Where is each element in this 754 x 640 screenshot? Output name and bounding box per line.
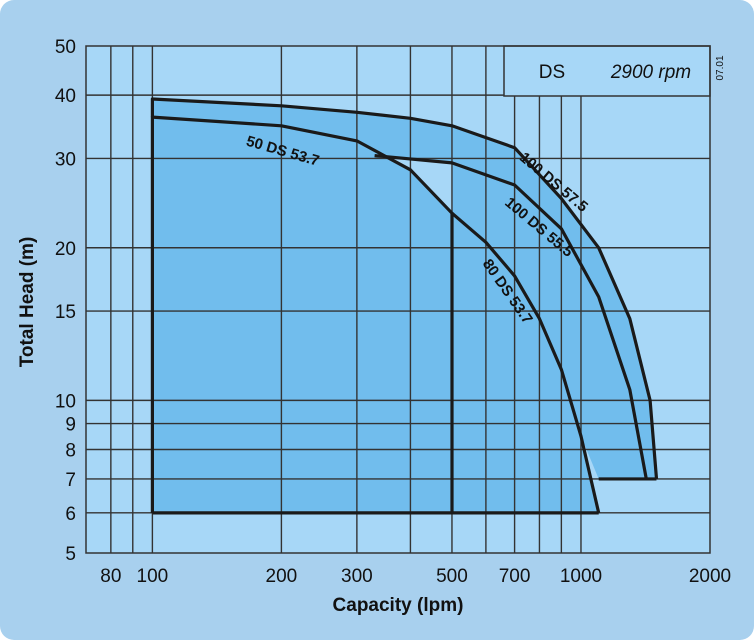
legend-box-bg — [503, 45, 711, 97]
curve-100-ds-55-5 — [374, 154, 648, 480]
y-tick-labels: 5 6 7 8 9 10 15 20 30 40 50 — [55, 37, 76, 565]
curve-80-ds-53-7 — [450, 211, 601, 514]
x-tick-label-1000: 1000 — [560, 566, 602, 587]
y-tick-label-20: 20 — [55, 239, 76, 260]
x-tick-label-700: 700 — [499, 566, 531, 587]
y-tick-label-10: 10 — [55, 391, 76, 412]
region-50-ds-53-7 — [152, 117, 452, 513]
x-tick-labels: 80 100 200 300 500 700 1000 2000 — [100, 566, 731, 587]
x-tick-label-200: 200 — [266, 566, 298, 587]
plot-frame — [85, 45, 711, 554]
y-tick-label-50: 50 — [55, 37, 76, 58]
legend-series: DS — [539, 62, 565, 83]
legend-speed: 2900 rpm — [610, 62, 691, 83]
performance-curves — [150, 97, 659, 515]
y-tick-label-7: 7 — [65, 470, 76, 491]
y-tick-label-30: 30 — [55, 149, 76, 170]
x-tick-label-2000: 2000 — [689, 566, 731, 587]
region-100-ds-band — [152, 99, 657, 479]
y-tick-label-9: 9 — [65, 415, 76, 436]
y-tick-label-40: 40 — [55, 86, 76, 107]
legend-box: DS 2900 rpm — [503, 45, 711, 97]
y-tick-label-5: 5 — [65, 544, 76, 565]
y-tick-label-6: 6 — [65, 504, 76, 525]
curve-100-ds-57-5 — [150, 97, 659, 480]
y-axis-title: Total Head (m) — [17, 237, 38, 368]
x-tick-label-80: 80 — [100, 566, 121, 587]
x-tick-label-300: 300 — [341, 566, 373, 587]
x-tick-label-500: 500 — [436, 566, 468, 587]
y-tick-label-8: 8 — [65, 441, 76, 462]
chart-code: 07.01 — [715, 55, 726, 80]
x-tick-label-100: 100 — [137, 566, 169, 587]
y-tick-label-15: 15 — [55, 302, 76, 323]
x-axis-title: Capacity (lpm) — [333, 595, 464, 616]
